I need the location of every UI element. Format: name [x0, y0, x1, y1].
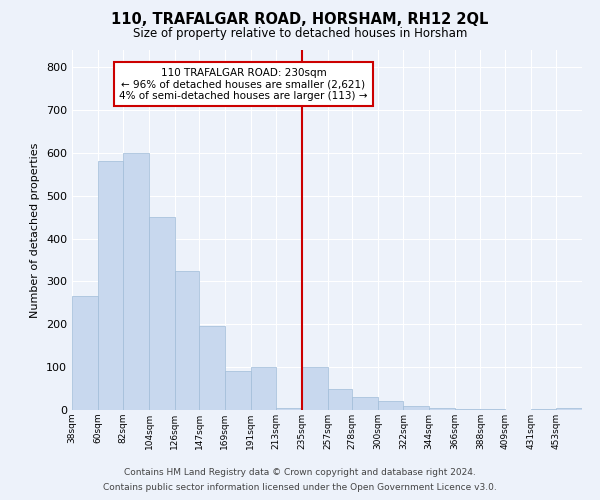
Bar: [328, 388, 352, 410]
Bar: [175, 270, 199, 410]
Bar: [429, 408, 455, 410]
Bar: [124, 153, 149, 410]
Text: Contains public sector information licensed under the Open Government Licence v3: Contains public sector information licen…: [103, 483, 497, 492]
Text: Contains HM Land Registry data © Crown copyright and database right 2024.: Contains HM Land Registry data © Crown c…: [124, 468, 476, 477]
Bar: [149, 217, 175, 410]
Bar: [352, 397, 378, 410]
Bar: [378, 402, 403, 410]
Bar: [403, 406, 429, 410]
Bar: [481, 409, 505, 410]
Bar: [72, 296, 98, 410]
Bar: [251, 367, 276, 410]
Y-axis label: Number of detached properties: Number of detached properties: [31, 142, 40, 318]
Bar: [455, 408, 481, 410]
Text: 110, TRAFALGAR ROAD, HORSHAM, RH12 2QL: 110, TRAFALGAR ROAD, HORSHAM, RH12 2QL: [112, 12, 488, 28]
Bar: [302, 367, 328, 410]
Text: Size of property relative to detached houses in Horsham: Size of property relative to detached ho…: [133, 28, 467, 40]
Bar: [98, 162, 124, 410]
Bar: [530, 409, 556, 410]
Bar: [225, 372, 251, 410]
Text: 110 TRAFALGAR ROAD: 230sqm
← 96% of detached houses are smaller (2,621)
4% of se: 110 TRAFALGAR ROAD: 230sqm ← 96% of deta…: [119, 68, 368, 101]
Bar: [276, 408, 302, 410]
Bar: [556, 408, 582, 410]
Bar: [199, 326, 225, 410]
